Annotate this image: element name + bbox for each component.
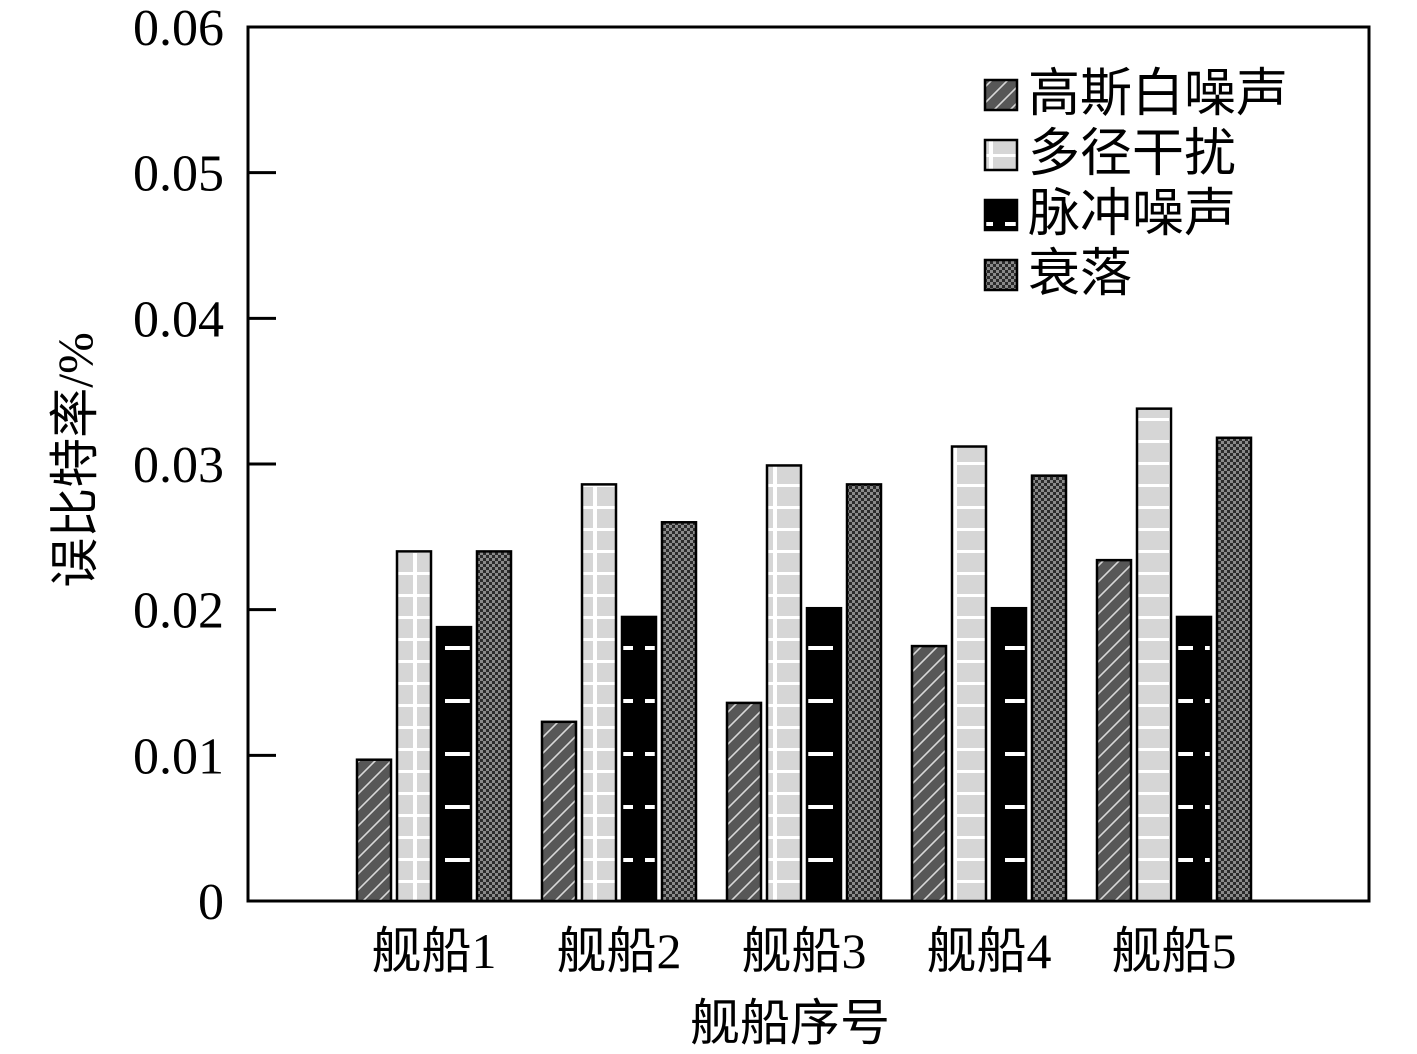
x-axis-title: 舰船序号	[690, 995, 890, 1051]
bar-1-4	[910, 644, 948, 903]
legend-label: 衰落	[1028, 246, 1132, 303]
y-tick-label: 0.03	[133, 437, 224, 494]
bar-1-2	[540, 720, 578, 903]
bar-1-3	[725, 701, 763, 903]
bar-3-2	[620, 615, 658, 903]
bar-4-4	[1030, 474, 1068, 903]
y-axis-title: 误比特率/%	[47, 332, 103, 588]
y-tick-label: 0.02	[133, 583, 224, 640]
y-tick-label: 0	[198, 874, 224, 931]
bar-4-2	[660, 521, 698, 903]
legend-swatch	[983, 198, 1019, 232]
x-category-label: 舰船1	[372, 923, 497, 979]
bar-4-1	[475, 550, 513, 903]
bar-2-1	[395, 550, 433, 903]
x-category-label: 舰船5	[1112, 923, 1237, 979]
bar-4-5	[1215, 436, 1253, 903]
legend-swatch	[983, 78, 1019, 112]
legend-label: 多径干扰	[1028, 126, 1236, 183]
legend-label: 脉冲噪声	[1028, 186, 1236, 243]
bar-2-2	[580, 483, 618, 903]
x-category-label: 舰船4	[927, 923, 1052, 979]
bar-4-3	[845, 483, 883, 903]
y-tick-label: 0.05	[133, 146, 224, 203]
bar-3-4	[990, 606, 1028, 903]
bar-2-5	[1135, 407, 1173, 903]
y-tick-label: 0.06	[133, 0, 224, 57]
legend-swatch	[983, 138, 1019, 172]
bar-1-1	[355, 758, 393, 903]
x-axis-labels: 舰船1 舰船2 舰船3 舰船4 舰船5	[372, 923, 1237, 979]
legend-label: 高斯白噪声	[1028, 66, 1288, 123]
bar-2-4	[950, 445, 988, 903]
bar-2-3	[765, 464, 803, 903]
bar-1-5	[1095, 558, 1133, 903]
y-tick-label: 0.04	[133, 291, 224, 348]
y-axis-ticks: 0 0.01 0.02 0.03 0.04 0.05 0.06	[133, 0, 276, 931]
bars-group	[355, 407, 1253, 903]
bar-3-3	[805, 606, 843, 903]
x-category-label: 舰船2	[557, 923, 682, 979]
x-category-label: 舰船3	[742, 923, 867, 979]
y-tick-label: 0.01	[133, 728, 224, 785]
legend-swatch	[983, 258, 1019, 292]
bar-3-1	[435, 625, 473, 903]
bar-3-5	[1175, 615, 1213, 903]
